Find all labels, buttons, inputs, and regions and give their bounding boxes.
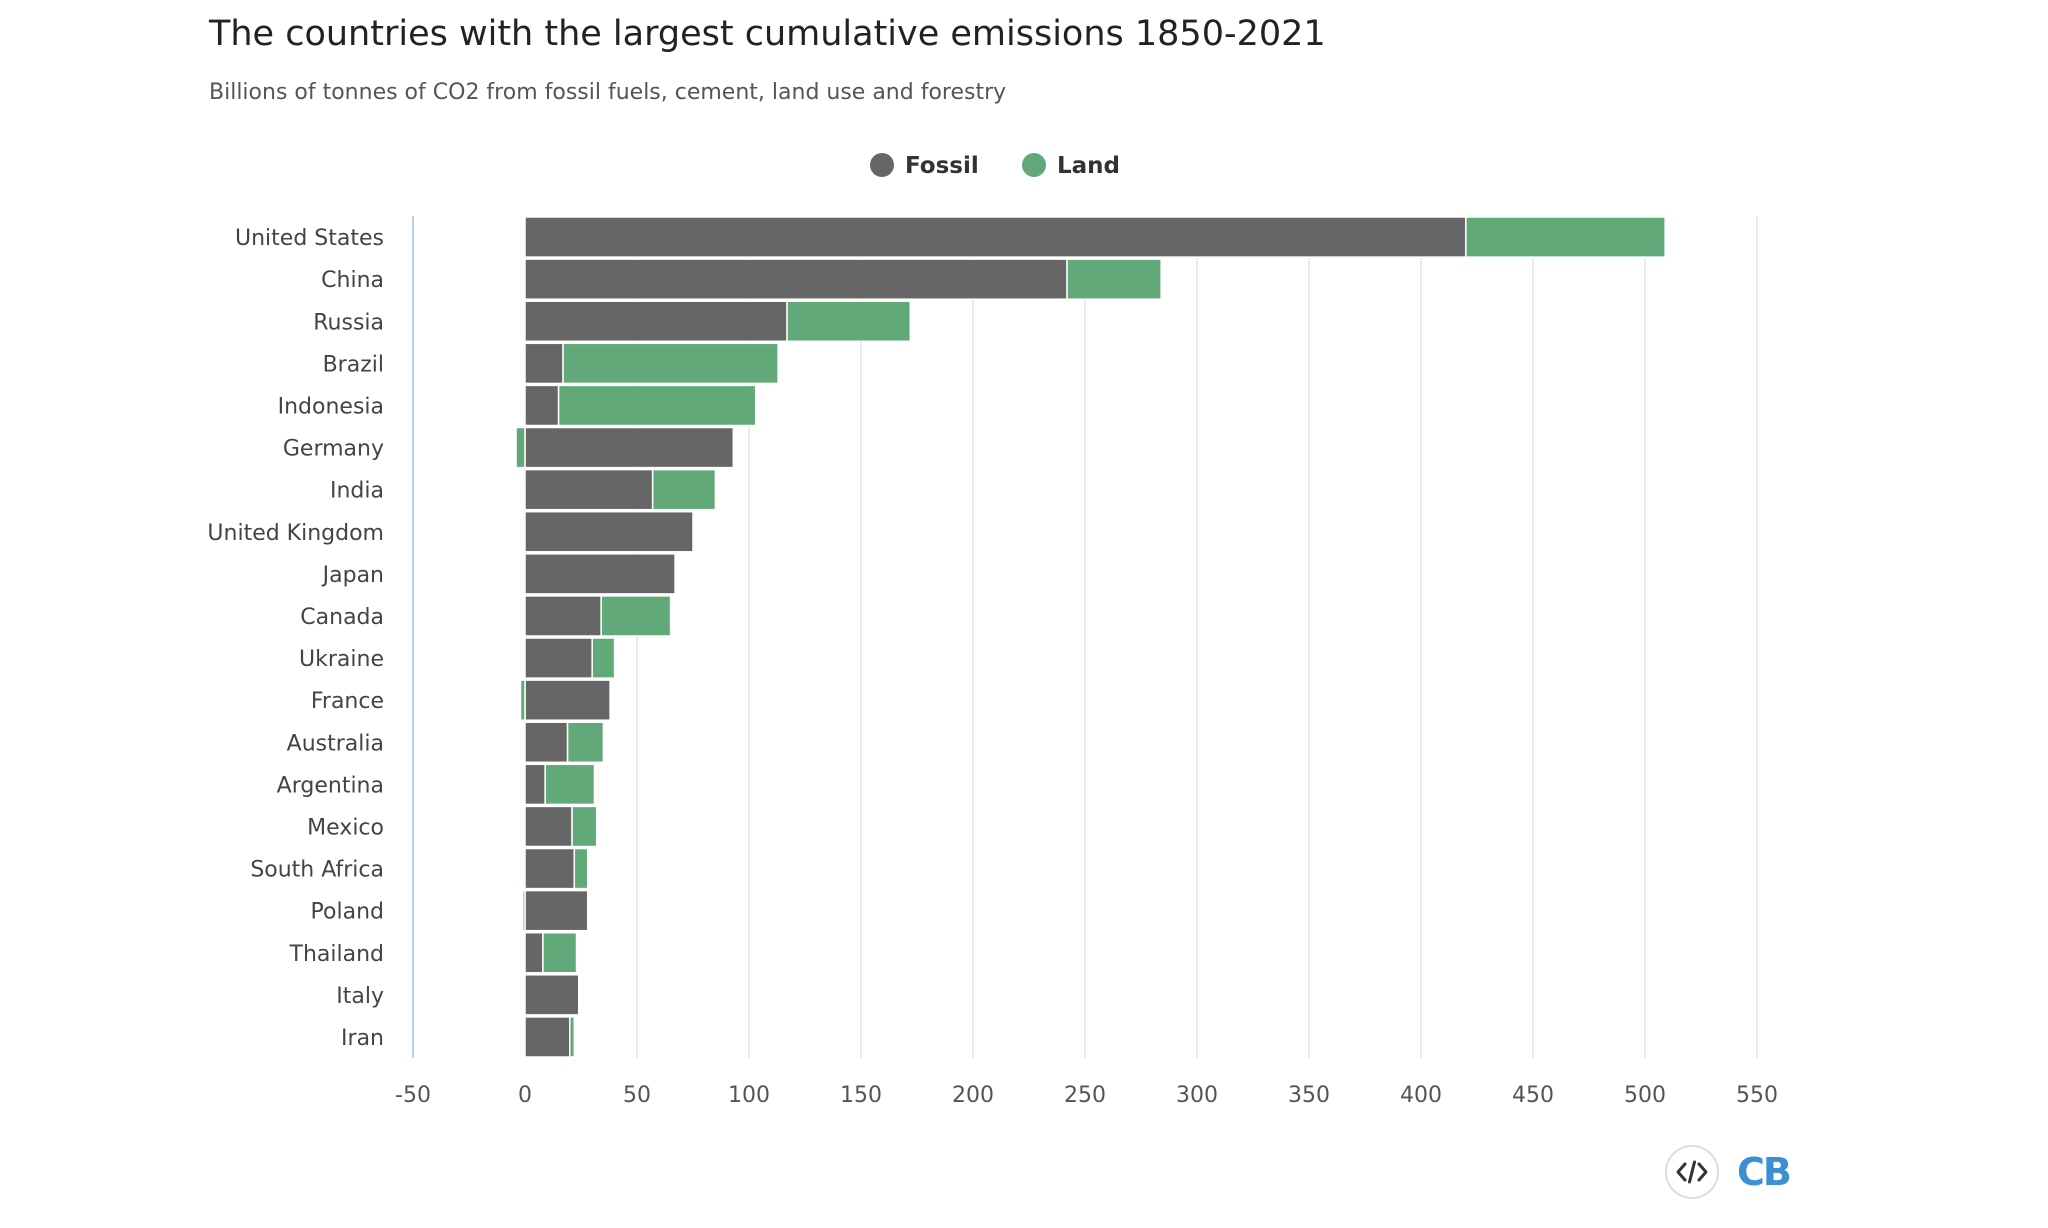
bar-fossil[interactable]	[524, 889, 589, 932]
category-label: Argentina	[277, 773, 384, 798]
bar-fossil[interactable]	[524, 931, 544, 974]
category-label: United Kingdom	[207, 521, 384, 546]
category-label: Iran	[341, 1026, 384, 1051]
bar-fossil[interactable]	[524, 679, 611, 721]
bar-land[interactable]	[600, 595, 672, 637]
category-label: India	[330, 479, 384, 504]
category-label: Thailand	[289, 942, 384, 967]
bar-land[interactable]	[566, 721, 605, 764]
chart-title: The countries with the largest cumulativ…	[209, 14, 1326, 54]
bar-fossil[interactable]	[524, 805, 573, 848]
bar-land[interactable]	[591, 637, 616, 679]
category-label: United States	[235, 226, 384, 251]
x-tick-label: 0	[518, 1083, 532, 1108]
x-tick-label: 300	[1176, 1083, 1218, 1108]
bar-fossil[interactable]	[524, 300, 788, 343]
legend-label: Fossil	[905, 153, 979, 179]
x-tick-label: 500	[1624, 1083, 1666, 1108]
category-label: Japan	[321, 563, 384, 588]
bar-fossil[interactable]	[524, 216, 1467, 258]
category-label: Brazil	[323, 352, 384, 377]
bar-land[interactable]	[786, 300, 912, 343]
bar-land[interactable]	[515, 426, 526, 469]
bar-land[interactable]	[522, 889, 526, 932]
bar-land[interactable]	[571, 805, 598, 848]
bar-fossil[interactable]	[524, 468, 654, 511]
bar-fossil[interactable]	[524, 1016, 571, 1058]
bar-land[interactable]	[557, 384, 757, 427]
x-tick-label: 50	[623, 1083, 651, 1108]
category-label: Indonesia	[278, 394, 384, 419]
chart-subtitle: Billions of tonnes of CO2 from fossil fu…	[209, 80, 1007, 105]
category-label: France	[311, 689, 384, 714]
category-label: Australia	[287, 731, 384, 756]
carbon-brief-logo[interactable]: CB	[1737, 1150, 1792, 1194]
category-label: Italy	[336, 984, 384, 1009]
x-axis: -50 0 50 100 150 200 250 300 350 400 450 500 550	[395, 1083, 1778, 1108]
x-tick-label: 400	[1400, 1083, 1442, 1108]
bar-land[interactable]	[1465, 216, 1666, 258]
bar-land[interactable]	[562, 342, 779, 385]
category-label: Poland	[311, 900, 384, 925]
category-label: Germany	[283, 437, 384, 462]
bar-fossil[interactable]	[524, 637, 593, 679]
bar-fossil[interactable]	[524, 553, 676, 595]
bar-fossil[interactable]	[524, 595, 602, 637]
bar-fossil[interactable]	[524, 258, 1068, 300]
bar-fossil[interactable]	[524, 342, 564, 385]
embed-code-button[interactable]	[1665, 1145, 1719, 1199]
bar-land[interactable]	[542, 931, 578, 974]
x-tick-label: 450	[1512, 1083, 1554, 1108]
x-tick-label: 550	[1736, 1083, 1778, 1108]
bar-land[interactable]	[573, 847, 589, 890]
x-tick-label: 100	[728, 1083, 770, 1108]
legend-label: Land	[1057, 153, 1120, 179]
category-label: Canada	[300, 605, 384, 630]
x-tick-label: -50	[395, 1083, 431, 1108]
legend-swatch	[870, 153, 894, 177]
category-label: Mexico	[307, 815, 384, 840]
legend-item-land[interactable]: Land	[1022, 153, 1120, 179]
bar-fossil[interactable]	[524, 426, 735, 469]
legend[interactable]: Fossil Land	[870, 153, 1120, 179]
category-labels: United States China Russia Brazil Indonesia G…	[207, 226, 384, 1051]
category-label: Russia	[313, 310, 384, 335]
x-tick-label: 350	[1288, 1083, 1330, 1108]
bar-fossil[interactable]	[524, 763, 546, 806]
bar-land[interactable]	[1066, 258, 1162, 300]
category-label: China	[321, 268, 384, 293]
bar-land[interactable]	[569, 1016, 576, 1058]
category-label: Ukraine	[299, 647, 384, 672]
bar-land[interactable]	[519, 679, 526, 721]
x-tick-label: 150	[840, 1083, 882, 1108]
legend-swatch	[1022, 153, 1046, 177]
legend-item-fossil[interactable]: Fossil	[870, 153, 979, 179]
x-tick-label: 250	[1064, 1083, 1106, 1108]
bar-fossil[interactable]	[524, 847, 576, 890]
bar-fossil[interactable]	[524, 510, 694, 553]
bar-land[interactable]	[651, 468, 717, 511]
bar-land[interactable]	[544, 763, 596, 806]
code-embed-icon	[1676, 1160, 1708, 1184]
category-label: South Africa	[250, 858, 384, 883]
bars	[515, 216, 1666, 1058]
bar-fossil[interactable]	[524, 974, 580, 1016]
grid-lines	[412, 216, 1758, 1058]
bar-fossil[interactable]	[524, 384, 560, 427]
x-tick-label: 200	[952, 1083, 994, 1108]
bar-fossil[interactable]	[524, 721, 569, 764]
